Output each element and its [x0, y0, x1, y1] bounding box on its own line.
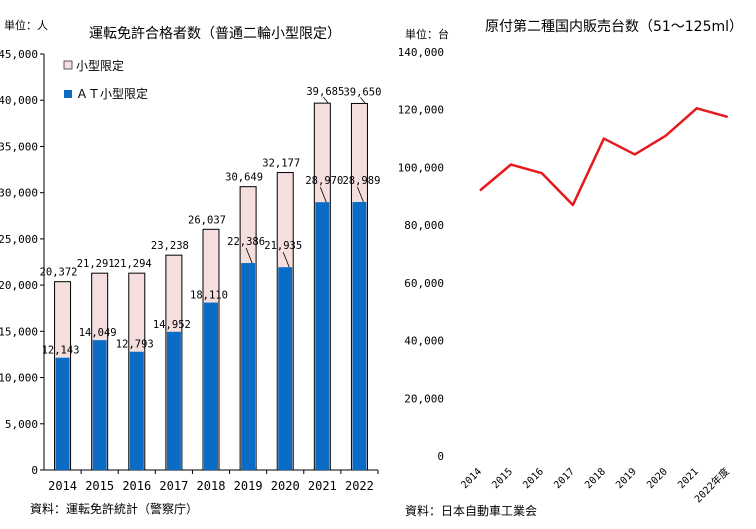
legend-label-small: 小型限定	[76, 58, 124, 73]
y-tick-label: 15,000	[0, 325, 38, 338]
y2-tick-label: 40,000	[404, 335, 444, 348]
x2-tick-label: 2021	[676, 466, 701, 491]
label-at-small-2017: 14,952	[153, 319, 191, 331]
chart1-data-labels: 20,372 12,143 21,291 14,049 21,294 12,793 23,2…	[40, 86, 382, 357]
chart1-unit-label: 単位：人	[4, 18, 48, 32]
x2-tick-label: 2017	[552, 466, 577, 491]
x2-tick-label: 2016	[521, 466, 546, 491]
line-series-sales	[479, 107, 729, 207]
chart2-axes: 0 20,000 40,000 60,000 80,000 100,000 120,000 1…	[398, 46, 732, 505]
y-tick-label: 45,000	[0, 48, 38, 61]
y2-tick-label: 80,000	[404, 219, 444, 232]
x2-tick-label: 2020	[645, 466, 670, 491]
y-tick-label: 0	[31, 464, 38, 477]
label-small-2018: 26,037	[188, 214, 226, 226]
label-small-2017: 23,238	[151, 240, 189, 252]
bar-at-small-2022	[352, 202, 367, 470]
bar-at-small-2014	[55, 357, 70, 470]
label-at-small-2014: 12,143	[42, 345, 80, 357]
y-tick-label: 25,000	[0, 233, 38, 246]
y-tick-label: 10,000	[0, 372, 38, 385]
bar-at-small-2020	[278, 267, 293, 470]
bar-at-small-2018	[204, 302, 218, 470]
x-tick-label: 2014	[48, 479, 77, 493]
chart2-series	[479, 107, 729, 207]
y2-tick-label: 60,000	[404, 277, 444, 290]
chart1-axes: 0 5,000 10,000 15,000 20,000 25,000 30,000 35,0…	[0, 48, 379, 493]
y-tick-label: 30,000	[0, 187, 38, 200]
label-at-small-2020: 21,935	[264, 240, 302, 252]
leader-small-2022	[360, 97, 366, 104]
label-small-2021: 39,685	[306, 86, 344, 98]
bar-at-small-2017	[166, 331, 181, 470]
x2-tick-label: 2018	[583, 466, 608, 491]
label-small-2016: 21,294	[114, 258, 152, 270]
x2-tick-label: 2015	[490, 466, 515, 491]
legend-swatch-small	[63, 60, 73, 70]
chart2-unit-label: 単位：台	[405, 27, 449, 41]
label-small-2015: 21,291	[77, 258, 115, 270]
x-tick-label: 2020	[271, 479, 300, 493]
label-at-small-2021: 28,970	[305, 175, 343, 187]
label-small-2022: 39,650	[343, 86, 381, 98]
label-at-small-2019: 22,386	[227, 236, 265, 248]
label-small-2019: 30,649	[225, 172, 263, 184]
chart1-title: 運転免許合格者数（普通二輪小型限定）	[89, 25, 341, 42]
y-tick-label: 5,000	[5, 418, 38, 431]
y2-tick-label: 140,000	[398, 46, 444, 59]
y2-tick-label: 0	[437, 450, 444, 463]
label-at-small-2018: 18,110	[190, 290, 228, 302]
bar-at-small-2019	[241, 263, 256, 470]
label-at-small-2022: 28,989	[342, 175, 380, 187]
y-tick-label: 20,000	[0, 279, 38, 292]
x-tick-label: 2022	[345, 479, 374, 493]
leader-at-small-2020	[282, 252, 290, 268]
leader-small-2021	[323, 96, 329, 104]
x-tick-label: 2016	[122, 479, 151, 493]
chart2-source: 資料：日本自動車工業会	[405, 504, 537, 518]
x-tick-label: 2017	[159, 479, 188, 493]
y2-tick-label: 100,000	[398, 161, 444, 174]
bar-at-small-2016	[129, 351, 144, 470]
label-small-2020: 32,177	[262, 158, 300, 170]
x-tick-label: 2019	[234, 479, 263, 493]
x2-tick-label: 2019	[614, 466, 639, 491]
x-tick-label: 2021	[308, 479, 337, 493]
y2-tick-label: 120,000	[398, 104, 444, 117]
label-small-2014: 20,372	[40, 267, 78, 279]
chart1-legend: 小型限定 ＡＴ小型限定	[63, 58, 148, 101]
chart2-title: 原付第二種国内販売台数（51～125ml）	[485, 18, 743, 35]
label-at-small-2015: 14,049	[79, 327, 117, 339]
chart1-source: 資料：運転免許統計（警察庁）	[30, 501, 198, 516]
legend-label-at-small: ＡＴ小型限定	[76, 86, 148, 101]
y2-tick-label: 20,000	[404, 392, 444, 405]
bar-at-small-2021	[315, 202, 330, 470]
legend-swatch-at-small	[64, 90, 72, 98]
leader-at-small-2019	[245, 247, 253, 264]
chart1-bars	[54, 102, 368, 471]
leader-at-small-2022	[357, 186, 364, 203]
y-tick-label: 40,000	[0, 94, 38, 107]
x-tick-label: 2015	[85, 479, 114, 493]
y-tick-label: 35,000	[0, 140, 38, 153]
x-tick-label: 2018	[197, 479, 226, 493]
x2-tick-label: 2014	[459, 466, 484, 491]
bar-at-small-2015	[92, 340, 107, 470]
label-at-small-2016: 12,793	[116, 339, 154, 351]
leader-at-small-2021	[319, 187, 327, 203]
